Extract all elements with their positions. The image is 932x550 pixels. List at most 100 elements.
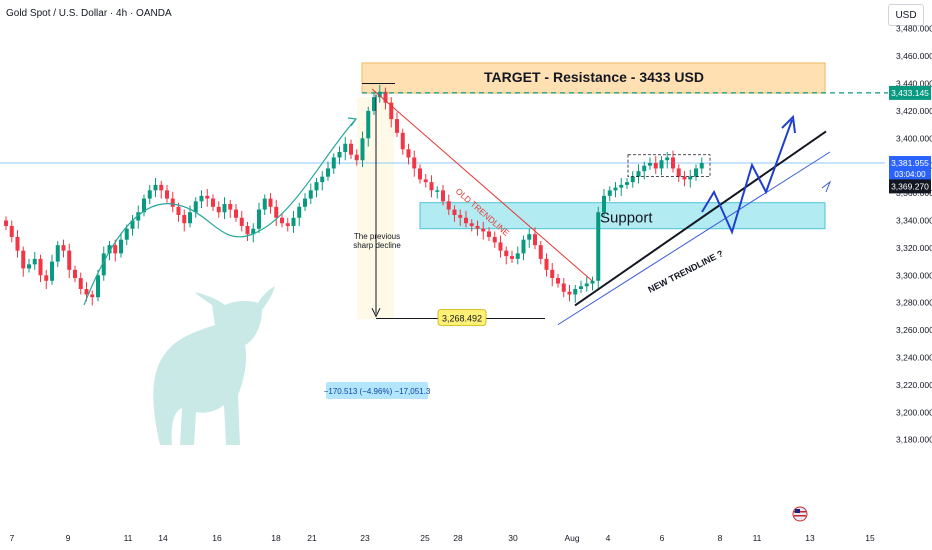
candle	[96, 275, 100, 298]
time-axis[interactable]: 7 9 11 14 16 18 21 23 25 28 30 Aug 4 6 8 11 13 15	[10, 533, 875, 543]
candle	[458, 215, 463, 218]
candle	[308, 190, 313, 199]
candle	[90, 294, 95, 298]
candle	[613, 187, 618, 191]
candle	[665, 157, 670, 161]
candle	[619, 184, 624, 188]
candle	[78, 278, 83, 289]
candle	[521, 239, 526, 254]
drawings-group	[83, 83, 888, 326]
candle	[590, 280, 595, 284]
candle	[228, 204, 233, 210]
candle	[38, 258, 43, 276]
candle	[170, 198, 175, 207]
currency-button[interactable]: USD	[888, 4, 924, 26]
x-tick-label: 11	[124, 533, 133, 543]
candle	[142, 198, 146, 213]
channel-line	[557, 151, 831, 326]
candle	[61, 245, 66, 251]
candle	[199, 195, 204, 202]
candle	[349, 143, 353, 155]
candle	[84, 289, 89, 295]
forecast-arrowhead	[781, 114, 796, 134]
y-tick-label: 3,220.000	[896, 380, 932, 390]
candle	[556, 278, 560, 284]
target-price-tag	[889, 85, 931, 100]
candle	[544, 258, 549, 270]
old-trendline	[371, 88, 593, 282]
x-tick-label: 11	[753, 533, 762, 543]
candle	[159, 184, 164, 191]
candle	[412, 157, 417, 169]
us-flag-icon[interactable]	[792, 506, 808, 522]
low-price-text: 3,369.270	[891, 181, 929, 191]
candle	[107, 245, 112, 254]
candle	[176, 206, 181, 216]
y-tick-label: 3,260.000	[896, 325, 932, 335]
bull-illustration	[153, 286, 275, 445]
y-tick-label: 3,480.000	[896, 24, 932, 34]
measure-badge	[326, 382, 428, 399]
candle	[625, 182, 629, 185]
candle	[694, 168, 698, 177]
x-tick-label: 30	[508, 533, 518, 543]
candle	[481, 228, 486, 232]
x-tick-label: Aug	[564, 533, 579, 543]
low-price-tag	[889, 179, 931, 194]
candle	[360, 138, 365, 161]
candle	[9, 225, 14, 237]
candle	[262, 198, 267, 210]
x-tick-label: 21	[307, 533, 317, 543]
new-trendline-label: NEW TRENDLINE ?	[646, 248, 724, 295]
candle	[527, 234, 532, 240]
y-tick-label: 3,400.000	[896, 133, 932, 143]
candle	[136, 212, 141, 221]
candle	[642, 165, 647, 172]
candle	[636, 171, 641, 177]
candle	[573, 289, 578, 295]
candle	[119, 239, 123, 254]
candle	[441, 190, 445, 202]
candle	[15, 236, 20, 251]
x-tick-label: 6	[660, 533, 665, 543]
y-tick-label: 3,440.000	[896, 79, 932, 89]
target-resistance-zone	[361, 62, 826, 94]
candle	[533, 234, 537, 246]
candle	[211, 198, 215, 207]
candle	[469, 223, 474, 226]
candle	[561, 283, 566, 292]
channel-arrowhead	[821, 180, 832, 193]
candle	[377, 91, 382, 98]
x-tick-label: 8	[718, 533, 723, 543]
candle	[113, 245, 118, 254]
candle	[205, 195, 210, 199]
candle	[487, 231, 491, 237]
candle	[44, 275, 49, 281]
x-tick-label: 15	[865, 533, 875, 543]
x-tick-label: 25	[420, 533, 430, 543]
candle	[251, 228, 256, 235]
measure-label: −170.513 (−4.96%) −17,051.3	[324, 387, 431, 396]
candle	[648, 162, 652, 166]
consolidation-box	[627, 154, 711, 178]
candle	[395, 119, 399, 133]
candle	[464, 217, 468, 224]
candle	[55, 245, 60, 262]
candle	[32, 258, 37, 265]
decline-arrowhead	[371, 307, 381, 318]
candle	[602, 195, 606, 213]
candle	[27, 264, 31, 269]
candle	[268, 198, 273, 207]
candle	[699, 162, 704, 169]
candle	[372, 97, 376, 111]
candle	[383, 91, 388, 103]
current-price-tag	[889, 156, 931, 181]
current-price-text: 3,381.955	[891, 158, 929, 168]
candle	[21, 250, 26, 269]
x-tick-label: 23	[360, 533, 370, 543]
candle	[510, 256, 514, 259]
candle	[579, 286, 583, 289]
countdown-text: 03:04:00	[894, 170, 926, 179]
candle	[354, 154, 359, 161]
